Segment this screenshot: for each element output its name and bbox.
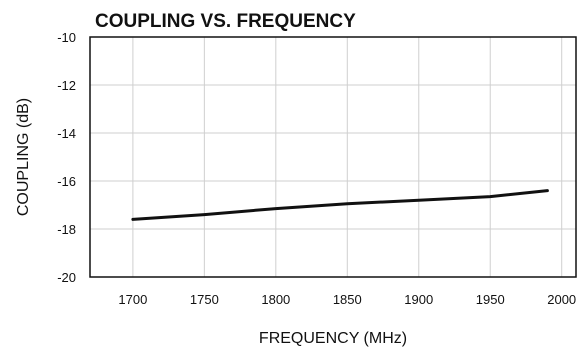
series-layer bbox=[131, 189, 549, 221]
grid-layer bbox=[90, 36, 576, 278]
tick-label-layer: 1700 1750 1800 1850 1900 1950 2000 -10 -12 -14 -16… bbox=[57, 30, 576, 307]
x-tick-label: 1800 bbox=[261, 292, 290, 307]
x-tick-label: 1950 bbox=[476, 292, 505, 307]
x-tick-label: 1750 bbox=[190, 292, 219, 307]
x-tick-label: 1900 bbox=[404, 292, 433, 307]
plot-frame bbox=[89, 36, 577, 278]
y-tick-label: -12 bbox=[57, 78, 76, 93]
x-tick-label: 1700 bbox=[118, 292, 147, 307]
y-axis-label: COUPLING (dB) bbox=[15, 98, 32, 216]
y-tick-label: -16 bbox=[57, 174, 76, 189]
chart-title: COUPLING VS. FREQUENCY bbox=[95, 11, 356, 32]
y-tick-label: -20 bbox=[57, 270, 76, 285]
y-tick-label: -14 bbox=[57, 126, 76, 141]
x-tick-label: 1850 bbox=[333, 292, 362, 307]
series-line bbox=[131, 189, 549, 221]
x-axis-label: FREQUENCY (MHz) bbox=[259, 330, 407, 347]
y-tick-label: -10 bbox=[57, 30, 76, 45]
x-tick-label: 2000 bbox=[547, 292, 576, 307]
y-tick-label: -18 bbox=[57, 222, 76, 237]
